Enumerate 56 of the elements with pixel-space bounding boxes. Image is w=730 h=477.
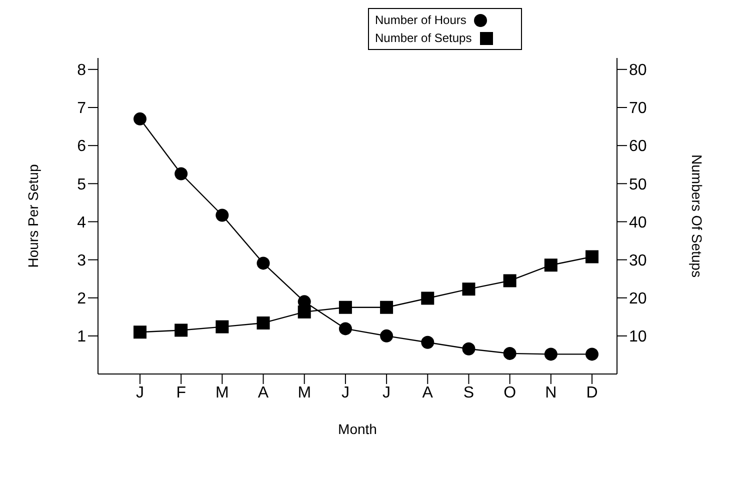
point [380,300,394,314]
y-tick-label: 3 [77,252,86,270]
y2-tick-label: 80 [629,62,647,80]
point [298,305,311,318]
point [503,346,516,360]
y-tick-label: 2 [77,290,86,308]
x-tick-label: J [136,384,144,402]
x-axis-title: Month [338,421,377,437]
point [338,300,352,314]
y2-axis-title: Numbers Of Setups [689,154,706,278]
x-tick-label: M [298,384,312,402]
legend-label: Number of Setups [375,31,472,45]
point [256,316,270,330]
y-tick-label: 7 [77,100,86,118]
x-tick-label: N [545,384,557,402]
point [174,324,188,337]
y2-tick-label: 20 [629,290,647,308]
point [216,208,229,222]
y-tick-label: 1 [77,328,86,346]
y2-tick-label: 10 [629,328,647,346]
y2-tick-label: 40 [629,214,647,232]
point [544,258,558,272]
y-axis-title: Hours Per Setup [24,164,41,268]
legend-label: Number of Hours [375,13,466,27]
x-tick-label: J [382,384,391,402]
x-tick-label: J [341,384,350,402]
point [586,348,598,361]
point [462,282,476,296]
x-tick-label: D [586,384,598,402]
y-tick-label: 8 [77,62,86,80]
x-tick-label: F [176,384,186,402]
point [380,329,394,342]
y-tick-label: 5 [77,176,86,194]
y-tick-label: 6 [77,138,86,156]
point [503,274,516,288]
point [421,336,434,349]
point [134,326,146,339]
point [544,348,558,361]
x-tick-label: O [504,384,516,402]
point [174,167,188,180]
point [256,256,270,270]
y2-tick-label: 30 [629,252,647,270]
y2-tick-label: 70 [629,100,647,118]
point [338,322,352,336]
x-tick-label: S [463,384,474,402]
point [216,320,229,334]
point [586,250,598,264]
point [462,342,476,356]
point [421,292,434,305]
x-tick-label: M [216,384,229,402]
point [134,112,146,126]
y2-tick-label: 60 [629,138,647,156]
y-tick-label: 4 [77,214,86,232]
x-tick-label: A [422,384,434,402]
y2-tick-label: 50 [629,176,647,194]
x-tick-label: A [258,384,269,402]
